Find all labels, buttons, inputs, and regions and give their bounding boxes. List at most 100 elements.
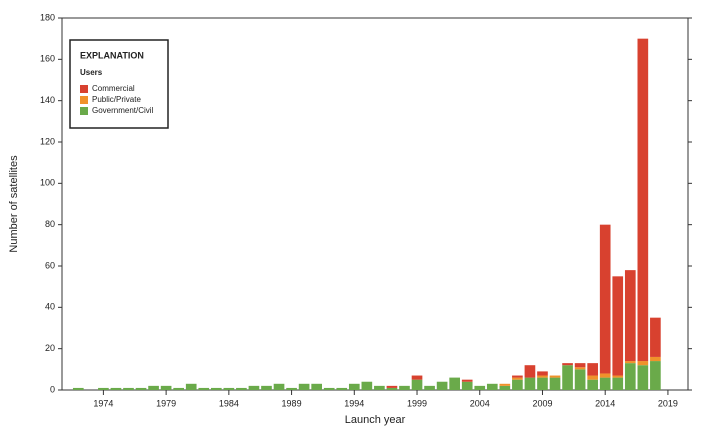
bar-segment [624,361,636,364]
bar-segment [361,381,373,390]
bar-segment [512,379,523,390]
bar-segment [512,377,523,380]
bar-segment [148,385,159,390]
bar-segment [160,385,172,390]
y-tick-label: 40 [45,302,55,312]
bar-segment [386,385,398,388]
bar-segment [574,367,586,370]
bar-segment [549,375,561,378]
bar-segment [411,379,423,390]
bar-segment [261,385,272,390]
bar-segment [537,375,548,378]
bar-segment [474,385,486,390]
y-tick-label: 140 [40,95,55,105]
bar-segment [223,387,235,390]
y-tick-label: 100 [40,178,55,188]
bar-segment [524,365,536,378]
bar-segment [461,379,473,382]
legend-label: Government/Civil [92,106,154,115]
bar-segment [210,387,222,390]
bar-segment [499,383,511,386]
bar-segment [323,387,335,390]
legend-label: Commercial [92,84,135,93]
bar-segment [562,363,573,366]
x-tick-label: 2004 [470,398,490,408]
x-tick-label: 1974 [93,398,113,408]
bar-segment [524,377,536,390]
bar-segment [386,387,398,390]
y-axis-label: Number of satellites [8,155,20,253]
legend-label: Public/Private [92,95,141,104]
legend-title: EXPLANATION [80,50,144,60]
bar-segment [612,276,624,376]
bar-segment [624,270,636,362]
y-tick-label: 180 [40,12,55,22]
bar-segment [336,387,348,390]
bar-segment [637,365,649,390]
bar-segment [411,375,423,380]
x-tick-label: 1994 [344,398,364,408]
legend-swatch [80,107,88,115]
bar-segment [562,365,573,390]
x-tick-label: 2019 [658,398,678,408]
bar-segment [123,387,134,390]
bar-segment [248,385,260,390]
x-tick-label: 1989 [282,398,302,408]
y-tick-label: 20 [45,343,55,353]
y-tick-label: 0 [50,384,55,394]
bar-segment [286,387,297,390]
bar-segment [650,356,661,362]
bar-segment [599,224,611,374]
bar-segment [236,387,247,390]
bar-segment [72,387,84,390]
y-tick-label: 120 [40,136,55,146]
bar-segment [348,383,360,390]
bar-segment [499,385,511,390]
x-tick-label: 1984 [219,398,239,408]
bar-segment [650,317,661,357]
bar-segment [436,381,448,390]
x-tick-label: 1979 [156,398,176,408]
bar-segment [612,375,624,378]
bar-segment [449,377,460,390]
bar-segment [374,385,385,390]
bar-segment [185,383,197,390]
bar-segment [273,383,285,390]
bar-segment [486,383,498,390]
bar-segment [424,385,435,390]
bar-segment [650,361,661,390]
y-tick-label: 160 [40,54,55,64]
bar-segment [399,385,410,390]
legend-subtitle: Users [80,68,103,77]
bar-segment [98,387,109,390]
bar-segment [574,369,586,390]
bar-segment [537,371,548,376]
bar-segment [512,375,523,378]
legend-swatch [80,85,88,93]
bar-segment [198,387,210,390]
bar-segment [537,377,548,390]
bar-segment [587,363,598,376]
bar-segment [110,387,122,390]
bar-segment [549,377,561,390]
bar-segment [637,38,649,362]
bar-segment [311,383,322,390]
bar-segment [135,387,147,390]
legend-swatch [80,96,88,104]
bar-segment [599,377,611,390]
x-tick-label: 1999 [407,398,427,408]
x-tick-label: 2014 [595,398,615,408]
x-axis-label: Launch year [345,414,406,426]
y-tick-label: 80 [45,219,55,229]
bar-segment [624,363,636,390]
bar-segment [173,387,185,390]
bar-segment [599,373,611,378]
bar-segment [574,363,586,368]
bar-segment [461,381,473,390]
bar-segment [637,361,649,366]
bar-segment [612,377,624,390]
y-tick-label: 60 [45,260,55,270]
bar-segment [587,379,598,390]
x-tick-label: 2009 [532,398,552,408]
